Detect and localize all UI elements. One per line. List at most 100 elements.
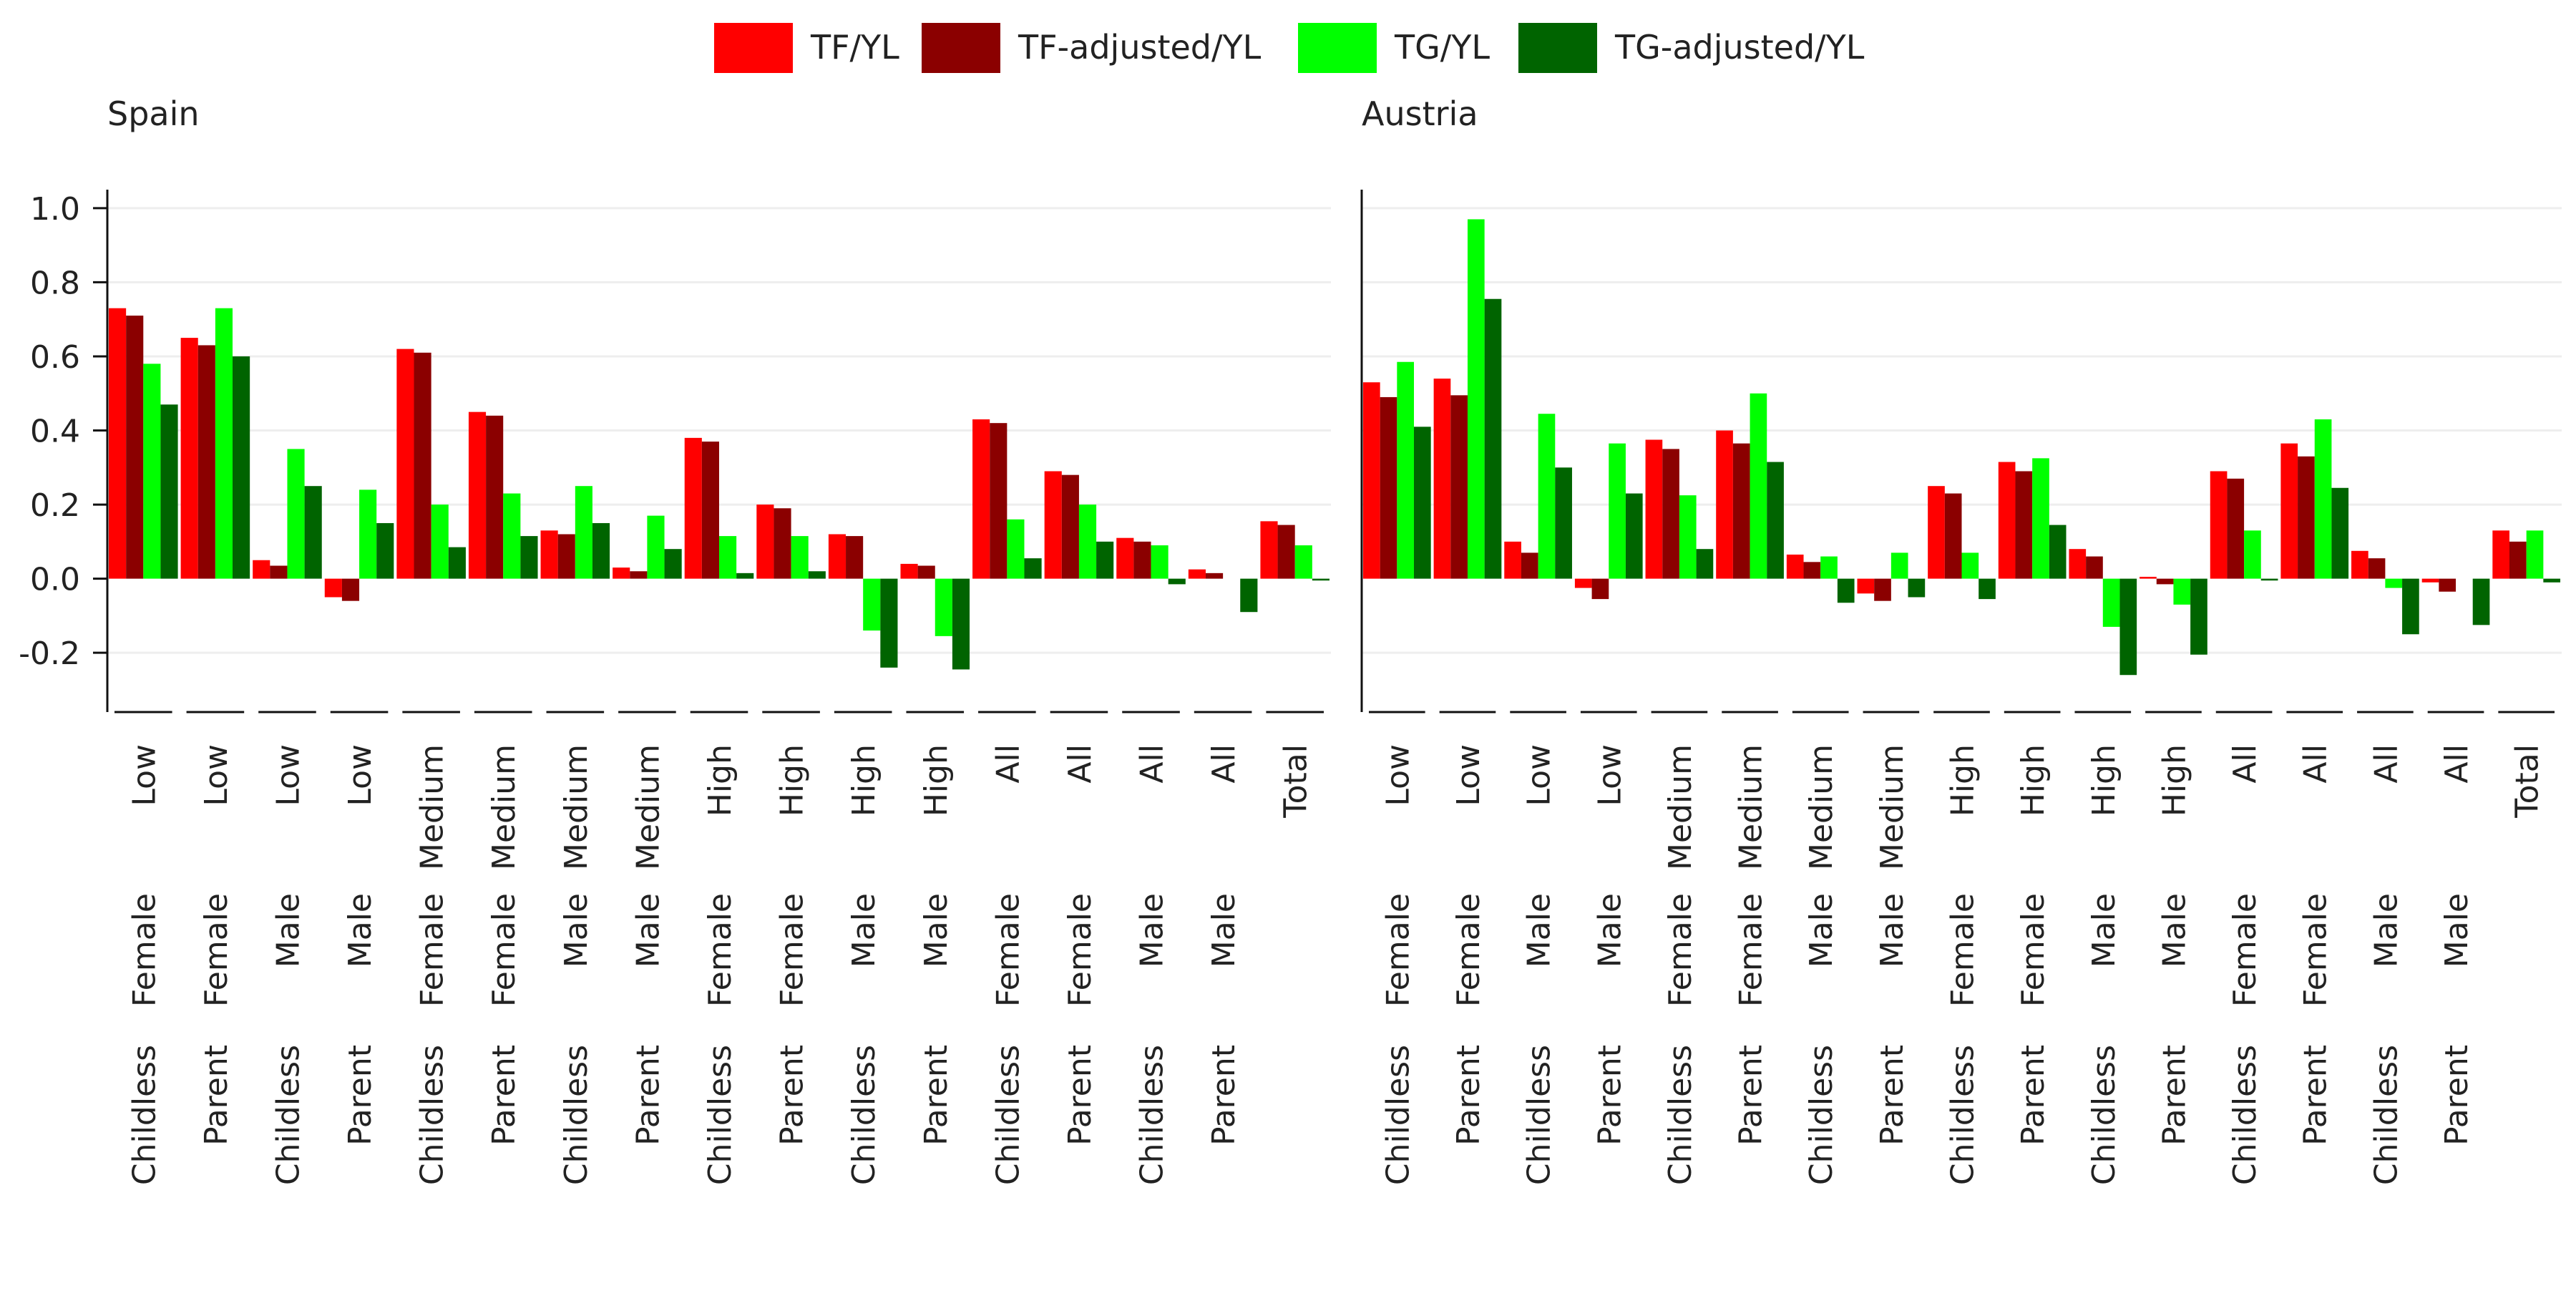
bar xyxy=(1591,578,1609,600)
bar xyxy=(197,345,215,579)
bar xyxy=(2509,541,2527,579)
legend-label: TF-adjusted/YL xyxy=(1018,28,1262,67)
bars xyxy=(109,308,1330,670)
bar xyxy=(1803,562,1821,579)
bar xyxy=(486,415,504,579)
x-tick-label: Low xyxy=(1380,744,1416,807)
x-tick-label: Male xyxy=(1874,893,1911,968)
bar xyxy=(1450,395,1468,579)
bar xyxy=(341,578,360,601)
panel-austria: Austria Low Female Childless Low Female Parent… xyxy=(1360,94,2562,1185)
x-tick-label: Parent xyxy=(1062,1045,1098,1146)
x-tick-label: Parent xyxy=(918,1045,955,1146)
x-tick-label: Female xyxy=(1450,893,1487,1007)
bar xyxy=(1555,467,1572,579)
bar xyxy=(1538,414,1556,579)
bar xyxy=(324,578,342,598)
bar xyxy=(664,549,682,579)
bar xyxy=(2385,578,2403,588)
bar xyxy=(1277,525,1295,579)
bar xyxy=(2402,578,2419,635)
bar xyxy=(808,571,826,579)
x-tick-label: High xyxy=(2086,744,2122,817)
bar xyxy=(2102,578,2120,627)
bar xyxy=(2492,530,2510,579)
x-tick-label: Childless xyxy=(702,1045,738,1185)
bar xyxy=(1786,554,1804,579)
x-tick-label: All xyxy=(2298,744,2334,784)
bar xyxy=(160,404,178,579)
legend: TF/YL TF-adjusted/YL TG/YL TG-adjusted/YL xyxy=(714,23,1865,73)
x-tick-label: High xyxy=(2015,744,2051,817)
bar xyxy=(592,522,610,579)
y-tick-label: 0.8 xyxy=(30,265,80,301)
bar xyxy=(1024,558,1042,579)
legend-label: TG-adjusted/YL xyxy=(1614,28,1865,67)
bar xyxy=(1820,556,1838,579)
bar xyxy=(1467,219,1485,579)
x-tick-label: Female xyxy=(486,893,522,1007)
bar xyxy=(1044,471,1062,579)
bar xyxy=(520,536,538,579)
x-tick-label: Male xyxy=(558,893,595,968)
x-tick-label: Childless xyxy=(558,1045,595,1185)
bar xyxy=(1645,439,1663,579)
bar xyxy=(1414,427,1431,579)
x-tick-label: High xyxy=(918,744,955,817)
panel-title: Spain xyxy=(107,94,200,133)
x-tick-label: High xyxy=(774,744,811,817)
x-tick-label: Male xyxy=(918,893,955,968)
bar xyxy=(1979,578,1996,600)
bar xyxy=(1890,552,1908,579)
bar xyxy=(359,489,377,579)
x-tick-label: Total xyxy=(1278,744,1314,819)
bar xyxy=(1151,545,1169,579)
bar xyxy=(791,536,809,579)
x-tick-label: Parent xyxy=(1450,1045,1487,1146)
x-tick-label: Childless xyxy=(1134,1045,1171,1185)
bar xyxy=(270,565,288,579)
x-tick-label: Childless xyxy=(1803,1045,1840,1185)
x-tick-label: Female xyxy=(198,893,235,1007)
x-tick-label: Childless xyxy=(1380,1045,1416,1185)
bar xyxy=(287,449,305,579)
x-tick-label: Medium xyxy=(1874,744,1911,870)
x-tick-label: Low xyxy=(198,744,235,807)
bar xyxy=(414,352,431,579)
x-tick-label: Parent xyxy=(774,1045,811,1146)
bar xyxy=(1380,396,1397,579)
x-tick-label: Parent xyxy=(2156,1045,2192,1146)
bar xyxy=(2244,530,2261,579)
bar xyxy=(396,349,414,579)
x-tick-label: All xyxy=(1206,744,1242,784)
x-tick-label: Female xyxy=(1662,893,1699,1007)
bar xyxy=(2421,578,2439,583)
bar xyxy=(253,560,270,579)
x-tick-label: Parent xyxy=(630,1045,666,1146)
bar xyxy=(1662,449,1679,579)
x-tick-label: Childless xyxy=(1521,1045,1558,1185)
x-tick-label: Female xyxy=(2298,893,2334,1007)
bar xyxy=(2190,578,2207,655)
bar xyxy=(431,505,449,579)
x-tick-label: Childless xyxy=(270,1045,307,1185)
y-tick-label: 0.4 xyxy=(30,414,80,450)
bar xyxy=(774,508,791,579)
bar xyxy=(2543,578,2561,583)
y-tick-label: -0.2 xyxy=(19,635,80,672)
bar xyxy=(2280,443,2298,579)
x-tick-label: Childless xyxy=(126,1045,162,1185)
legend-swatch xyxy=(714,23,793,73)
bar xyxy=(1078,505,1097,579)
bar xyxy=(900,563,918,579)
bar xyxy=(2119,578,2137,676)
bar xyxy=(2015,471,2033,579)
bar xyxy=(2210,471,2228,579)
x-tick-label: Low xyxy=(270,744,307,807)
y-tick-label: 0.6 xyxy=(30,339,80,376)
x-tick-label: Male xyxy=(846,893,882,968)
x-tick-label: Childless xyxy=(414,1045,451,1185)
x-tick-label: Male xyxy=(270,893,307,968)
x-tick-label: Medium xyxy=(414,744,451,870)
